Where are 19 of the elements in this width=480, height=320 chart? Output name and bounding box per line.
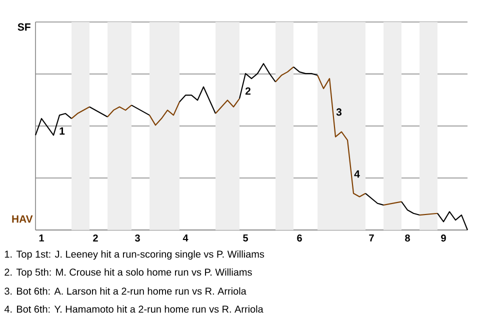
text: 1. Top 1st: J. Leeney hit a run-scoring single vs P. Williams (4, 250, 264, 260)
text: 3. Bot 6th: A. Larson hit a 2-run home run vs R. Arriola (4, 287, 246, 295)
x-tick-label: 9 (441, 234, 446, 242)
annotation: 2 (245, 87, 250, 95)
text: SF (18, 23, 30, 31)
x-tick-label: 1 (39, 234, 44, 242)
text: 4. Bot 6th: Y. Hamamoto hit a 2-run home run vs R. Arriola (4, 305, 264, 313)
x-tick-label: 7 (369, 234, 374, 242)
annotation: 4 (354, 170, 360, 178)
x-tick-label: 3 (134, 234, 140, 242)
x-tick-label: 2 (93, 234, 98, 242)
x-tick-label: 6 (297, 234, 302, 242)
annotation: 1 (60, 127, 65, 135)
x-tick-label: 4 (182, 234, 188, 242)
x-tick-label: 8 (405, 234, 410, 242)
x-tick-label: 5 (243, 234, 248, 242)
text: HAV (12, 215, 33, 223)
text: 2. Top 5th: M. Crouse hit a solo home run vs P. Williams (4, 268, 252, 278)
annotation: 3 (336, 108, 342, 116)
